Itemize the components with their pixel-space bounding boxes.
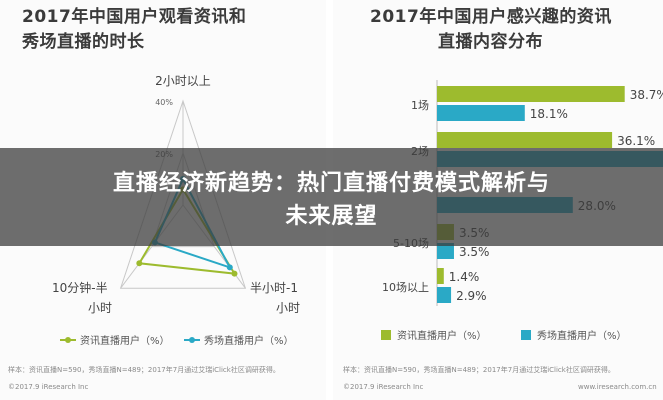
bar-value-label: 1.4% [449, 270, 480, 284]
right-chart-source-note: 样本：资讯直播N=590，秀场直播N=489；2017年7月通过艾瑞iClick… [343, 366, 615, 374]
bar-rect [437, 243, 454, 259]
headline-line2: 未来展望 [285, 204, 378, 229]
radar-data-point [231, 270, 238, 277]
right-chart-title-line2: 直播内容分布 [438, 32, 543, 52]
headline-line1: 直播经济新趋势：热门直播付费模式解析与 [112, 171, 550, 196]
right-chart-title-line1: 2017年中国用户感兴趣的资讯 [370, 7, 612, 27]
bar-legend-swatch [521, 330, 531, 340]
radar-legend-marker [189, 337, 195, 343]
left-chart-title-line2: 秀场直播的时长 [22, 32, 145, 52]
radar-legend-label: 资讯直播用户（%） [80, 334, 170, 347]
radar-data-point [136, 260, 143, 267]
bar-legend-swatch [381, 330, 391, 340]
radar-legend-marker [65, 337, 71, 343]
bar-legend-label: 秀场直播用户（%） [537, 329, 627, 342]
radar-data-point [226, 264, 233, 271]
radar-axis-label: 小时 [276, 301, 300, 315]
left-chart-source-note: 样本：资讯直播N=590，秀场直播N=489；2017年7月通过艾瑞iClick… [8, 366, 280, 374]
bar-category-label: 10场以上 [382, 280, 429, 294]
radar-axis-label: 10分钟-半 [52, 280, 108, 295]
bar-rect [437, 86, 625, 102]
bar-rect [437, 268, 444, 284]
radar-axis-label: 半小时-1 [250, 281, 298, 295]
bar-rect [437, 287, 452, 303]
radar-axis-label-group: 半小时-1 小时 [250, 281, 300, 315]
radar-legend-label: 秀场直播用户（%） [204, 334, 294, 347]
bar-value-label: 18.1% [530, 107, 568, 121]
headline-text: 直播经济新趋势：热门直播付费模式解析与 未来展望 [0, 167, 663, 233]
bar-value-label: 3.5% [459, 245, 490, 259]
radar-tick-label: 40% [155, 98, 173, 107]
left-chart-title-line1: 2017年中国用户观看资讯和 [22, 7, 247, 27]
bar-value-label: 38.7% [630, 88, 663, 102]
headline-banner [0, 148, 663, 246]
right-chart-site: www.iresearch.com.cn [578, 383, 657, 391]
radar-axis-label: 小时 [88, 301, 112, 315]
bar-legend-label: 资讯直播用户（%） [397, 329, 487, 342]
radar-axis-label: 2小时以上 [155, 74, 211, 88]
bar-value-label: 2.9% [456, 289, 487, 303]
bar-category-label: 1场 [411, 98, 429, 112]
right-chart-copyright: ©2017.9 iResearch Inc [343, 383, 424, 391]
bar-rect [437, 105, 525, 121]
bar-rect [437, 132, 613, 148]
bar-value-label: 36.1% [617, 134, 655, 148]
left-chart-copyright: ©2017.9 iResearch Inc [8, 383, 89, 391]
